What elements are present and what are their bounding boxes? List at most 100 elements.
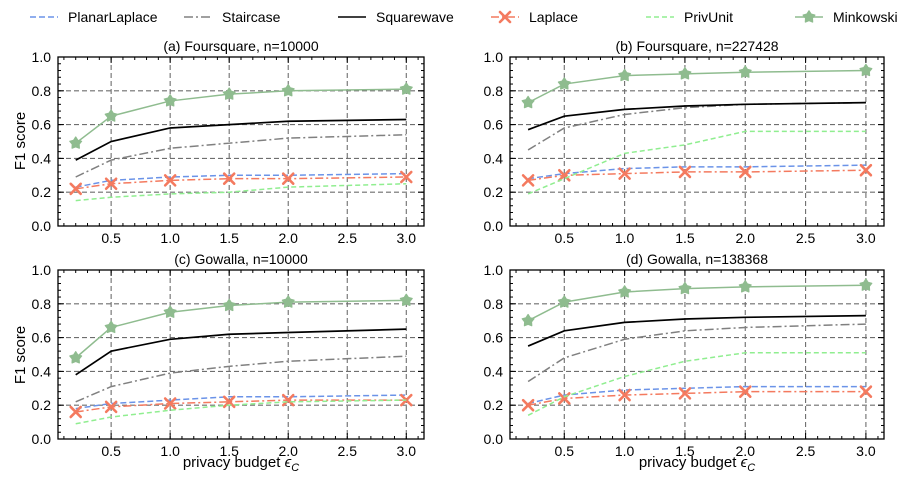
x-tick-label: 3.0 <box>397 230 417 246</box>
series-line-square <box>527 101 866 131</box>
series-line-privunit <box>75 399 407 425</box>
x-tick-label: 0.5 <box>101 230 121 246</box>
data-point-laplace <box>163 174 177 187</box>
y-axis-label: F1 score <box>12 326 29 384</box>
data-point-mink <box>163 305 177 318</box>
legend-marker-mink <box>802 10 816 23</box>
data-point-mink <box>281 295 295 308</box>
data-point-laplace <box>557 169 571 182</box>
y-tick-label: 0.0 <box>32 431 52 447</box>
x-axis-label: privacy budget ϵC <box>183 454 299 474</box>
legend-label-planar: PlanarLaplace <box>68 9 158 25</box>
y-axis-label: F1 score <box>12 112 29 170</box>
data-point-mink <box>678 281 692 295</box>
legend-item-planar: PlanarLaplace <box>30 9 158 25</box>
data-point-laplace <box>163 397 177 410</box>
x-tick-label: 2.0 <box>278 230 298 246</box>
data-point-laplace <box>222 172 236 185</box>
data-point-laplace <box>678 387 692 400</box>
data-point-laplace <box>104 177 118 191</box>
x-tick-label: 1.5 <box>675 443 695 459</box>
legend-item-laplace: Laplace <box>491 9 578 25</box>
axis-ticks <box>510 269 884 440</box>
x-tick-label: 2.5 <box>796 443 816 459</box>
y-tick-label: 0.8 <box>484 83 504 99</box>
series-line-mink <box>75 299 407 359</box>
series-mink <box>521 63 873 109</box>
y-tick-label: 0.0 <box>484 431 504 447</box>
data-point-laplace <box>69 405 83 419</box>
y-tick-label: 0.4 <box>484 363 504 379</box>
x-tick-label: 1.0 <box>160 443 180 459</box>
series-square <box>527 101 866 131</box>
series-square <box>527 314 866 347</box>
data-point-mink <box>618 68 632 82</box>
data-point-mink <box>163 94 177 107</box>
series-planar <box>75 394 407 410</box>
chart-panel-a: (a) Foursquare, n=10000 0.5 1.0 1.5 2.0 2.5 3.… <box>32 38 425 246</box>
data-point-laplace <box>738 165 752 179</box>
data-point-mink <box>678 67 692 80</box>
data-point-laplace <box>678 165 692 179</box>
legend-marker-laplace <box>498 10 512 24</box>
series-mink <box>69 82 413 149</box>
legend-label-laplace: Laplace <box>529 9 578 25</box>
series-planar <box>527 164 866 180</box>
y-tick-label: 0.2 <box>32 184 52 200</box>
legend-item-privunit: PrivUnit <box>646 9 733 25</box>
data-point-laplace <box>281 393 295 407</box>
data-point-mink <box>557 77 571 90</box>
x-tick-label: 2.0 <box>278 443 298 459</box>
data-point-mink <box>399 293 413 307</box>
panel-title: (a) Foursquare, n=10000 <box>163 38 318 54</box>
plot-frame <box>509 269 885 440</box>
y-tick-label: 1.0 <box>484 262 504 278</box>
data-point-mink <box>104 109 118 122</box>
chart-panel-b: (b) Foursquare, n=227428 0.5 1.0 1.5 2.0 2.5 3… <box>484 38 885 246</box>
legend-item-square: Squarewave <box>338 9 454 25</box>
y-tick-label: 0.4 <box>32 363 52 379</box>
series-line-mink <box>75 88 407 144</box>
series-privunit <box>75 183 407 202</box>
data-point-laplace <box>281 172 295 185</box>
data-point-mink <box>738 280 752 293</box>
data-point-mink <box>399 82 413 95</box>
plot-frame <box>509 56 885 227</box>
y-tick-label: 0.2 <box>484 184 504 200</box>
data-point-mink <box>69 136 83 149</box>
y-tick-label: 0.0 <box>484 218 504 234</box>
y-tick-label: 1.0 <box>32 262 52 278</box>
data-point-laplace <box>521 398 535 412</box>
series-line-stair <box>75 133 407 178</box>
series-line-planar <box>75 172 407 188</box>
x-axis-label: privacy budget ϵC <box>639 454 755 474</box>
legend-label-mink: Minkowski <box>833 9 898 25</box>
data-point-laplace <box>104 400 118 414</box>
legend-label-square: Squarewave <box>376 9 454 25</box>
series-stair <box>527 323 866 383</box>
y-tick-label: 0.4 <box>32 150 52 166</box>
chart-panel-c: (c) Gowalla, n=10000 0.5 1.0 1.5 2.0 2.5 3.0 0.… <box>32 251 425 459</box>
data-point-laplace <box>399 170 413 184</box>
axis-labels: F1 score F1 score privacy budget ϵC privacy… <box>12 112 755 474</box>
axis-ticks <box>58 269 424 440</box>
x-tick-label: 1.0 <box>160 230 180 246</box>
data-point-laplace <box>738 385 752 398</box>
data-point-laplace <box>618 167 631 180</box>
series-line-privunit <box>75 183 407 202</box>
x-tick-label: 1.5 <box>675 230 695 246</box>
legend-label-stair: Staircase <box>222 9 281 25</box>
data-point-mink <box>281 83 295 97</box>
data-point-laplace <box>69 182 83 196</box>
series-line-privunit <box>527 130 866 195</box>
series-stair <box>75 355 407 403</box>
y-tick-label: 0.2 <box>484 397 504 413</box>
y-tick-label: 0.6 <box>32 330 52 346</box>
data-point-mink <box>859 63 873 77</box>
series-laplace <box>69 170 413 196</box>
data-point-laplace <box>222 395 236 409</box>
x-tick-label: 2.5 <box>338 443 358 459</box>
series-privunit <box>527 352 866 417</box>
series-mink <box>521 278 873 327</box>
legend: PlanarLaplace Staircase Squarewave Laplace P… <box>30 9 898 25</box>
